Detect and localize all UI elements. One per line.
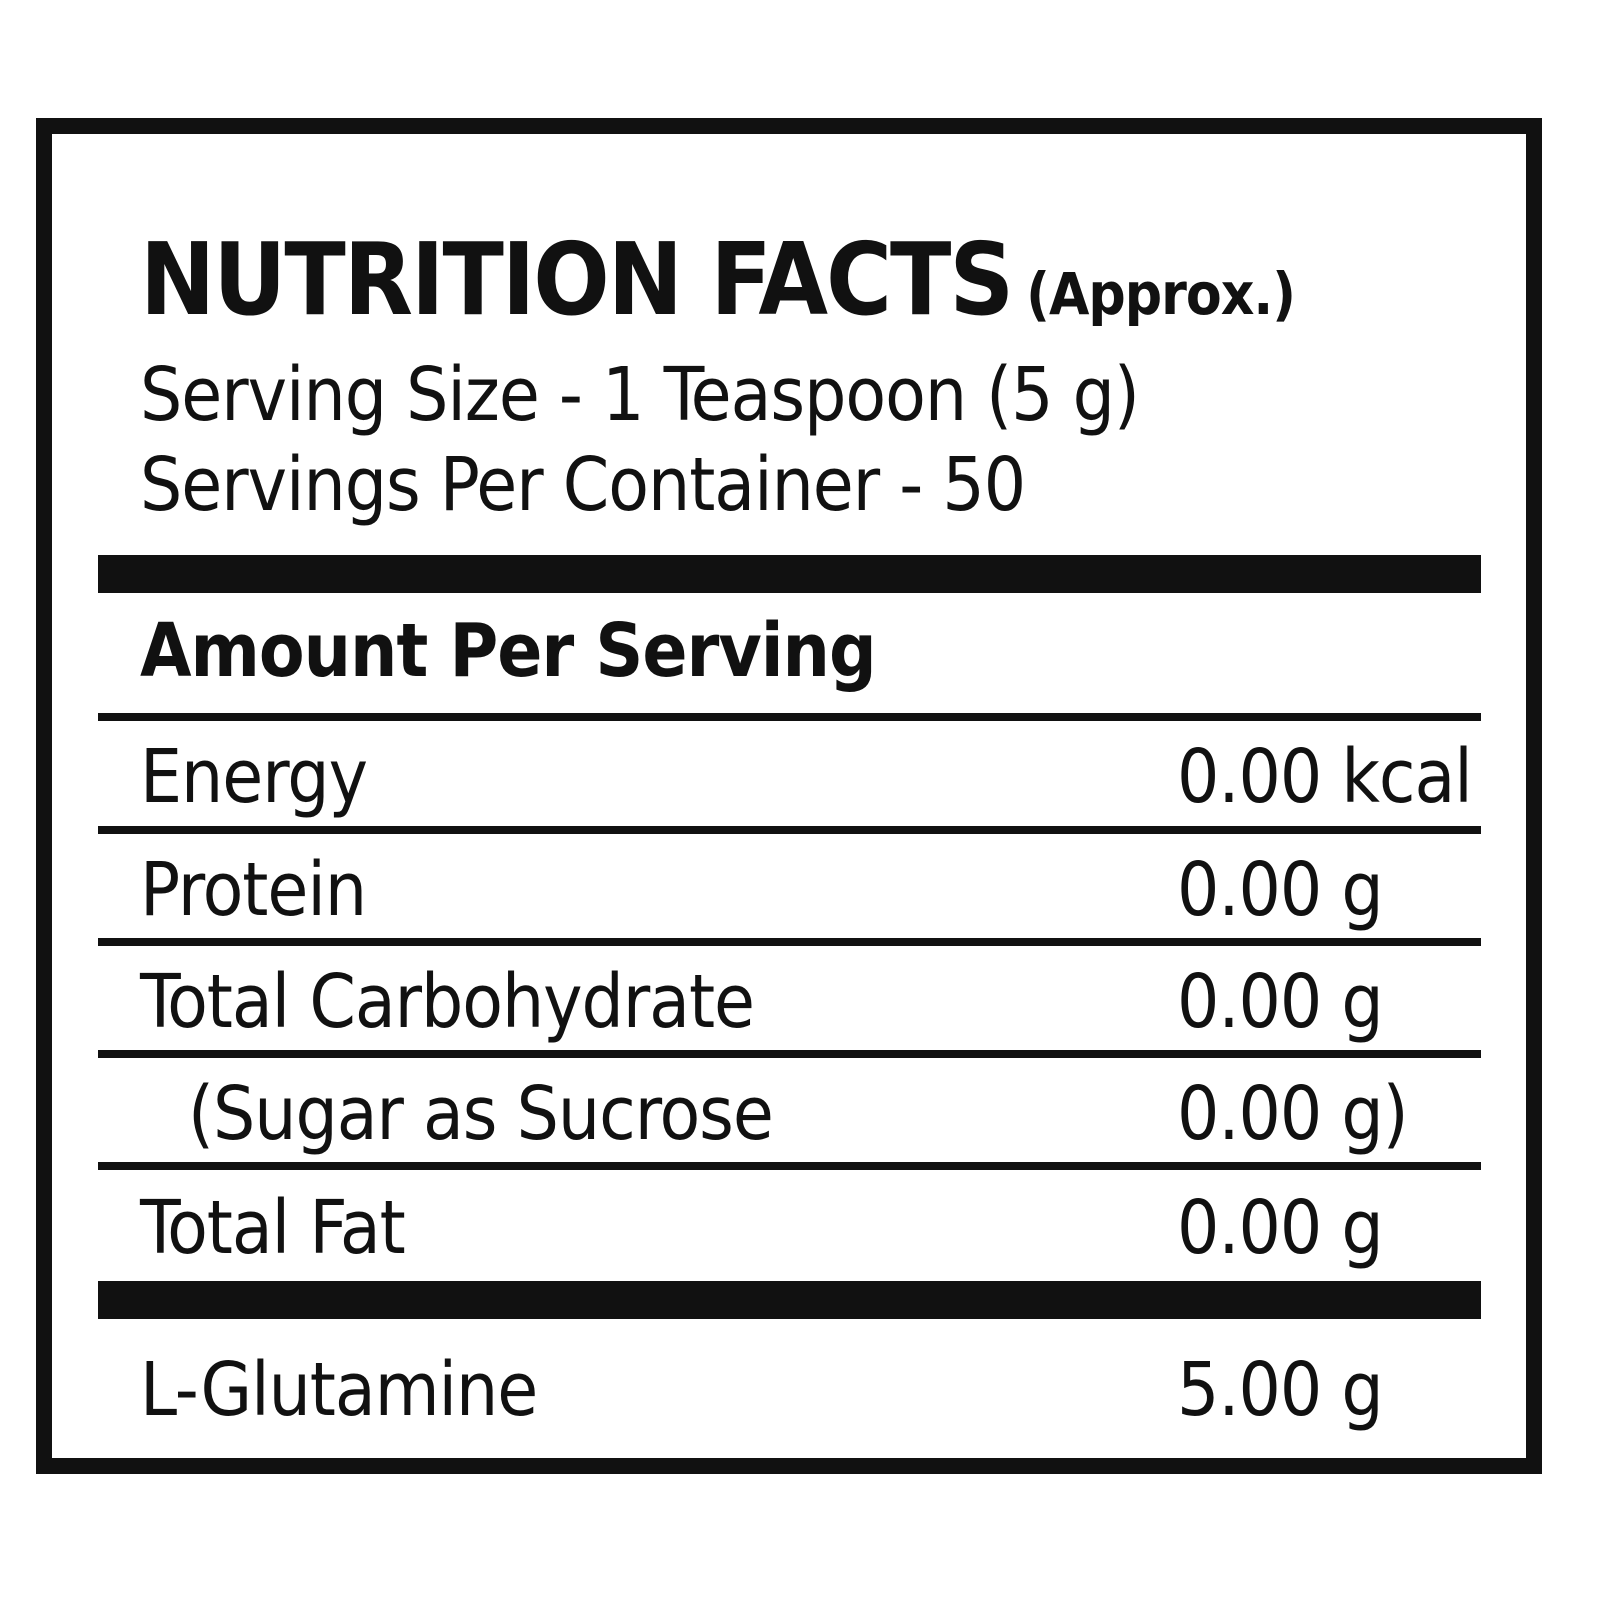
label-title-line: NUTRITION FACTS (Approx.)	[140, 230, 1296, 330]
amount-per-serving-heading: Amount Per Serving	[140, 608, 877, 694]
nutrient-name: Total Carbohydrate	[140, 959, 755, 1045]
label-title-note: (Approx.)	[1026, 260, 1296, 328]
nutrient-amount: 0.00 kcal	[1177, 734, 1473, 820]
nutrient-amount: 0.00 g	[1177, 847, 1384, 933]
nutrient-amount: 0.00 g	[1177, 959, 1384, 1045]
serving-size: Serving Size - 1 Teaspoon (5 g)	[140, 352, 1140, 438]
servings-per-container: Servings Per Container - 50	[140, 442, 1026, 528]
nutrition-label-border	[36, 118, 1542, 1474]
nutrient-row-protein: Protein 0.00 g	[140, 853, 1600, 953]
nutrient-amount: 5.00 g	[1177, 1347, 1384, 1433]
divider	[98, 1162, 1481, 1170]
nutrient-name: L-Glutamine	[140, 1347, 538, 1433]
divider	[98, 826, 1481, 834]
nutrient-amount: 0.00 g	[1177, 1185, 1384, 1271]
nutrient-row-total-fat: Total Fat 0.00 g	[140, 1191, 1600, 1291]
divider	[98, 938, 1481, 946]
divider	[98, 713, 1481, 721]
thick-divider-bottom	[98, 1281, 1481, 1319]
nutrient-name: Protein	[140, 847, 367, 933]
nutrient-row-sugar: (Sugar as Sucrose 0.00 g)	[140, 1077, 1600, 1177]
nutrient-amount: 0.00 g)	[1177, 1071, 1409, 1157]
thick-divider-top	[98, 555, 1481, 593]
nutrient-row-l-glutamine: L-Glutamine 5.00 g	[140, 1353, 1600, 1453]
nutrient-name: Total Fat	[140, 1185, 406, 1271]
nutrient-row-energy: Energy 0.00 kcal	[140, 740, 1600, 840]
label-title: NUTRITION FACTS	[140, 221, 1014, 338]
nutrient-name: Energy	[140, 734, 368, 820]
nutrient-name: (Sugar as Sucrose	[188, 1071, 774, 1157]
nutrient-row-total-carbohydrate: Total Carbohydrate 0.00 g	[140, 965, 1600, 1065]
divider	[98, 1050, 1481, 1058]
